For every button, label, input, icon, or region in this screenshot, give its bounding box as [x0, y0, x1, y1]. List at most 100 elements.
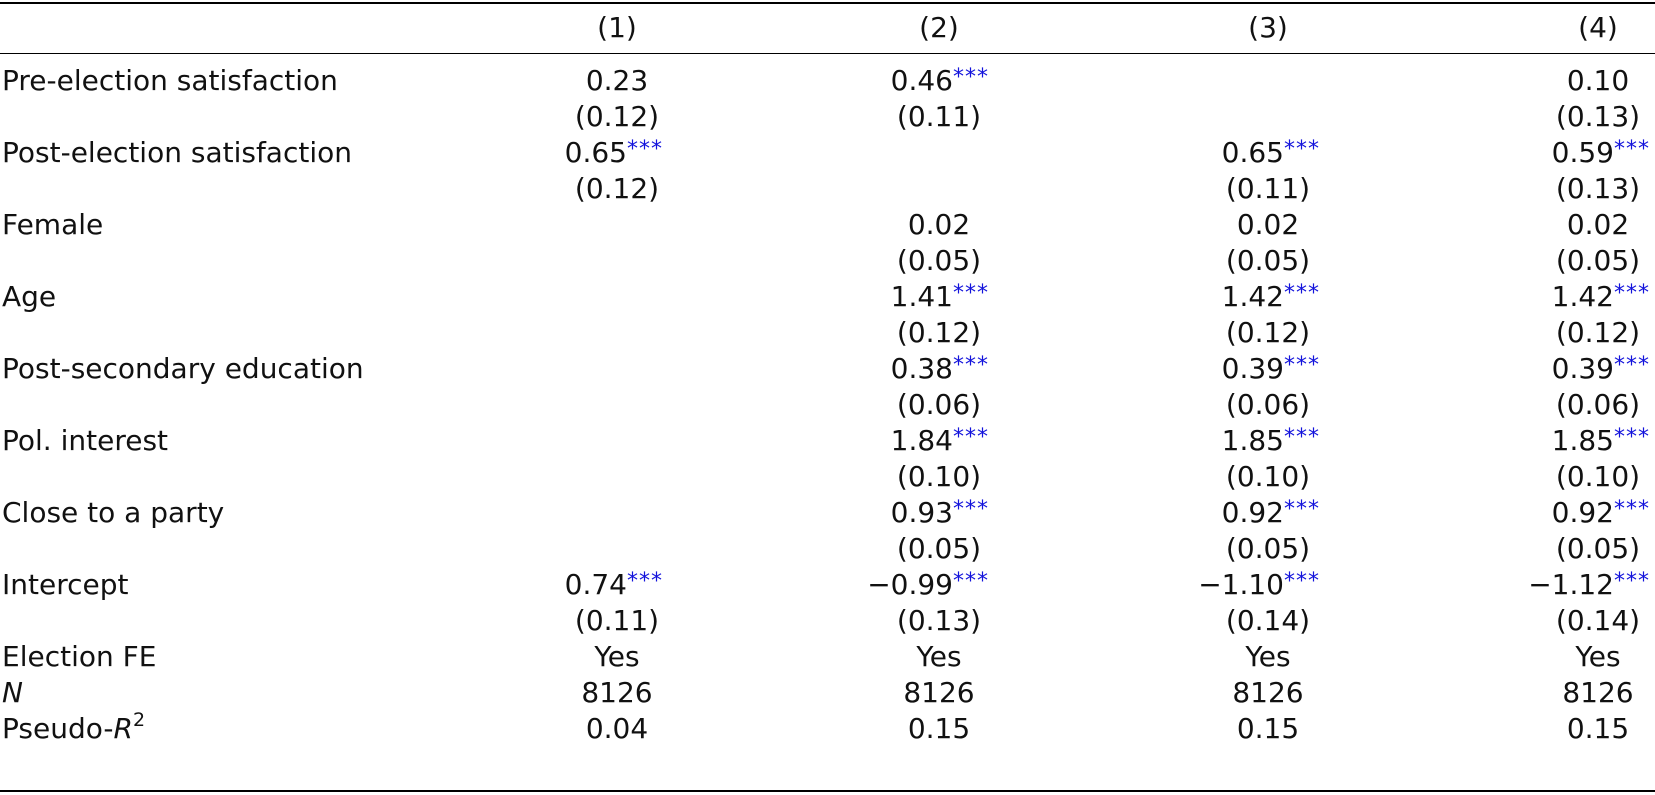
row-label: Election FE: [2, 640, 157, 673]
se-row: (0.12) (0.11) (0.13): [0, 170, 1655, 208]
cell-value: (0.12): [896, 316, 982, 349]
se-row: (0.11) (0.13) (0.14) (0.14): [0, 602, 1655, 640]
coef-row: Post-election satisfaction 0.65 *** 0.65 ***…: [0, 134, 1655, 172]
pseudo-r2-label: Pseudo-R2: [2, 709, 146, 745]
cell-value: Yes: [1245, 640, 1291, 673]
cell-value: 1.41: [890, 280, 953, 313]
cell-value: (0.10): [1555, 460, 1641, 493]
coef-row: Post-secondary education 0.38 *** 0.39 *** 0.…: [0, 350, 1655, 388]
cell-value: 0.93: [890, 496, 953, 529]
significance-stars: ***: [1284, 137, 1320, 162]
header-rule: [0, 53, 1655, 54]
cell-value: 0.10: [1566, 64, 1630, 97]
bottom-rule: [0, 790, 1655, 792]
cell-value: 1.84: [890, 424, 953, 457]
row-label: Post-election satisfaction: [2, 136, 352, 169]
cell-value: 0.02: [907, 208, 971, 241]
cell-value: 0.23: [585, 64, 649, 97]
row-label: Post-secondary education: [2, 352, 364, 385]
significance-stars: ***: [1614, 569, 1650, 594]
cell-value: 1.85: [1221, 424, 1284, 457]
cell-value: (0.14): [1555, 604, 1641, 637]
cell-value: (0.05): [1555, 244, 1641, 277]
r2-cell-4: 0.15: [1566, 712, 1630, 745]
cell-value: Yes: [594, 640, 640, 673]
col-header-1: (1): [597, 11, 637, 44]
cell-value: 0.02: [1236, 208, 1300, 241]
cell-value: (0.10): [1225, 460, 1311, 493]
row-label: Pre-election satisfaction: [2, 64, 338, 97]
significance-stars: ***: [1284, 497, 1320, 522]
n-cell-4: 8126: [1562, 676, 1634, 709]
row-label: Age: [2, 280, 57, 313]
cell-value: (0.12): [1225, 316, 1311, 349]
cell-value: 0.39: [1551, 352, 1614, 385]
n-row: N 8126 8126 8126 8126: [0, 674, 1655, 712]
pseudo-r2-row: Pseudo-R2 0.04 0.15 0.15 0.15: [0, 709, 1655, 748]
significance-stars: ***: [953, 569, 989, 594]
significance-stars: ***: [1284, 281, 1320, 306]
coef-row: Intercept 0.74 *** −0.99 *** −1.10 *** −1.12 ***: [0, 566, 1655, 604]
significance-stars: ***: [1614, 353, 1650, 378]
significance-stars: ***: [627, 569, 663, 594]
cell-value: (0.13): [896, 604, 982, 637]
significance-stars: ***: [1284, 425, 1320, 450]
coef-row: Female 0.02 0.02 0.02: [0, 206, 1655, 244]
cell-value: 0.65: [1221, 136, 1284, 169]
significance-stars: ***: [1614, 137, 1650, 162]
col-header-3: (3): [1248, 11, 1288, 44]
cell-value: (0.11): [1225, 172, 1311, 205]
se-row: (0.12) (0.12) (0.12): [0, 314, 1655, 352]
cell-value: (0.06): [1225, 388, 1311, 421]
cell-value: (0.05): [1555, 532, 1641, 565]
n-cell-2: 8126: [903, 676, 975, 709]
r2-cell-1: 0.04: [585, 712, 649, 745]
cell-value: Yes: [916, 640, 962, 673]
significance-stars: ***: [953, 497, 989, 522]
significance-stars: ***: [953, 425, 989, 450]
cell-value: (0.11): [896, 100, 982, 133]
cell-value: (0.12): [574, 172, 660, 205]
cell-value: (0.13): [1555, 172, 1641, 205]
coef-row: Close to a party 0.93 *** 0.92 *** 0.92 ***: [0, 494, 1655, 532]
row-label: Intercept: [2, 568, 129, 601]
cell-value: (0.05): [896, 532, 982, 565]
cell-value: (0.11): [574, 604, 660, 637]
cell-value: 1.42: [1221, 280, 1284, 313]
row-label: Pol. interest: [2, 424, 169, 457]
cell-value: 0.38: [890, 352, 953, 385]
cell-value: 0.02: [1566, 208, 1630, 241]
cell-value: 0.74: [564, 568, 627, 601]
cell-value: Yes: [1575, 640, 1621, 673]
cell-value: (0.10): [896, 460, 982, 493]
coef-row: Age 1.41 *** 1.42 *** 1.42 ***: [0, 278, 1655, 316]
significance-stars: ***: [953, 281, 989, 306]
n-cell-3: 8126: [1232, 676, 1304, 709]
row-label: Close to a party: [2, 496, 225, 529]
coef-row: Election FE Yes Yes Yes Yes: [0, 638, 1655, 676]
cell-value: (0.14): [1225, 604, 1311, 637]
significance-stars: ***: [1614, 497, 1650, 522]
cell-value: −1.12: [1528, 568, 1614, 601]
significance-stars: ***: [1284, 353, 1320, 378]
se-row: (0.05) (0.05) (0.05): [0, 530, 1655, 568]
se-row: (0.06) (0.06) (0.06): [0, 386, 1655, 424]
header-row: (1) (2) (3) (4): [0, 9, 1655, 47]
cell-value: (0.05): [1225, 244, 1311, 277]
cell-value: −0.99: [867, 568, 953, 601]
cell-value: 0.46: [890, 64, 953, 97]
cell-value: 1.42: [1551, 280, 1614, 313]
coef-row: Pol. interest 1.84 *** 1.85 *** 1.85 ***: [0, 422, 1655, 460]
cell-value: 0.59: [1551, 136, 1614, 169]
se-row: (0.10) (0.10) (0.10): [0, 458, 1655, 496]
cell-value: 0.65: [564, 136, 627, 169]
significance-stars: ***: [953, 65, 989, 90]
top-rule: [0, 2, 1655, 4]
cell-value: (0.06): [1555, 388, 1641, 421]
significance-stars: ***: [1614, 281, 1650, 306]
se-row: (0.05) (0.05) (0.05): [0, 242, 1655, 280]
r2-cell-3: 0.15: [1236, 712, 1300, 745]
cell-value: (0.05): [896, 244, 982, 277]
n-label: N: [2, 676, 23, 709]
cell-value: −1.10: [1198, 568, 1284, 601]
